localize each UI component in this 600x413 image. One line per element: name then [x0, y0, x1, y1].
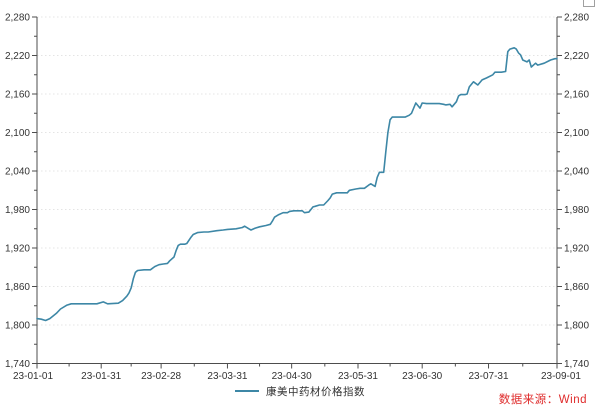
legend: 康美中药材价格指数: [0, 382, 600, 400]
legend-label: 康美中药材价格指数: [266, 385, 365, 398]
svg-text:2,160: 2,160: [5, 90, 30, 101]
data-source-note: 数据来源：Wind: [498, 394, 587, 406]
svg-text:2,040: 2,040: [5, 167, 30, 178]
svg-text:23-07-31: 23-07-31: [469, 371, 509, 382]
svg-text:2,220: 2,220: [564, 51, 589, 62]
svg-text:2,280: 2,280: [564, 13, 589, 24]
svg-text:23-01-01: 23-01-01: [13, 371, 53, 382]
svg-text:1,980: 1,980: [5, 205, 30, 216]
y-tick-labels: 1,740 1,740 1,800 1,800 1,860 1,860 1,920 1,920…: [5, 13, 589, 371]
svg-text:23-02-28: 23-02-28: [141, 371, 181, 382]
svg-text:2,160: 2,160: [564, 90, 589, 101]
svg-text:1,860: 1,860: [564, 282, 589, 293]
svg-text:23-05-31: 23-05-31: [338, 371, 378, 382]
svg-text:23-06-30: 23-06-30: [402, 371, 442, 382]
svg-text:1,920: 1,920: [564, 244, 589, 255]
price-index-series-line: [36, 46, 558, 322]
svg-text:1,980: 1,980: [564, 205, 589, 216]
svg-text:1,860: 1,860: [5, 282, 30, 293]
svg-text:2,040: 2,040: [564, 167, 589, 178]
gridlines: [37, 16, 557, 326]
svg-text:23-04-30: 23-04-30: [272, 371, 312, 382]
svg-text:1,920: 1,920: [5, 244, 30, 255]
svg-text:2,280: 2,280: [5, 13, 30, 24]
window-corner-artifact: [583, 0, 595, 7]
svg-text:23-03-31: 23-03-31: [207, 371, 247, 382]
svg-text:23-09-01: 23-09-01: [541, 371, 581, 382]
svg-text:2,220: 2,220: [5, 51, 30, 62]
svg-text:2,100: 2,100: [564, 128, 589, 139]
legend-line-swatch: [235, 390, 259, 392]
svg-text:1,740: 1,740: [5, 359, 30, 370]
svg-text:23-01-31: 23-01-31: [81, 371, 121, 382]
svg-text:1,800: 1,800: [564, 321, 589, 332]
x-tick-labels: 23-01-01 23-01-31 23-02-28 23-03-31 23-04-30…: [13, 363, 581, 382]
svg-text:1,800: 1,800: [5, 321, 30, 332]
svg-text:1,740: 1,740: [564, 359, 589, 370]
svg-text:2,100: 2,100: [5, 128, 30, 139]
